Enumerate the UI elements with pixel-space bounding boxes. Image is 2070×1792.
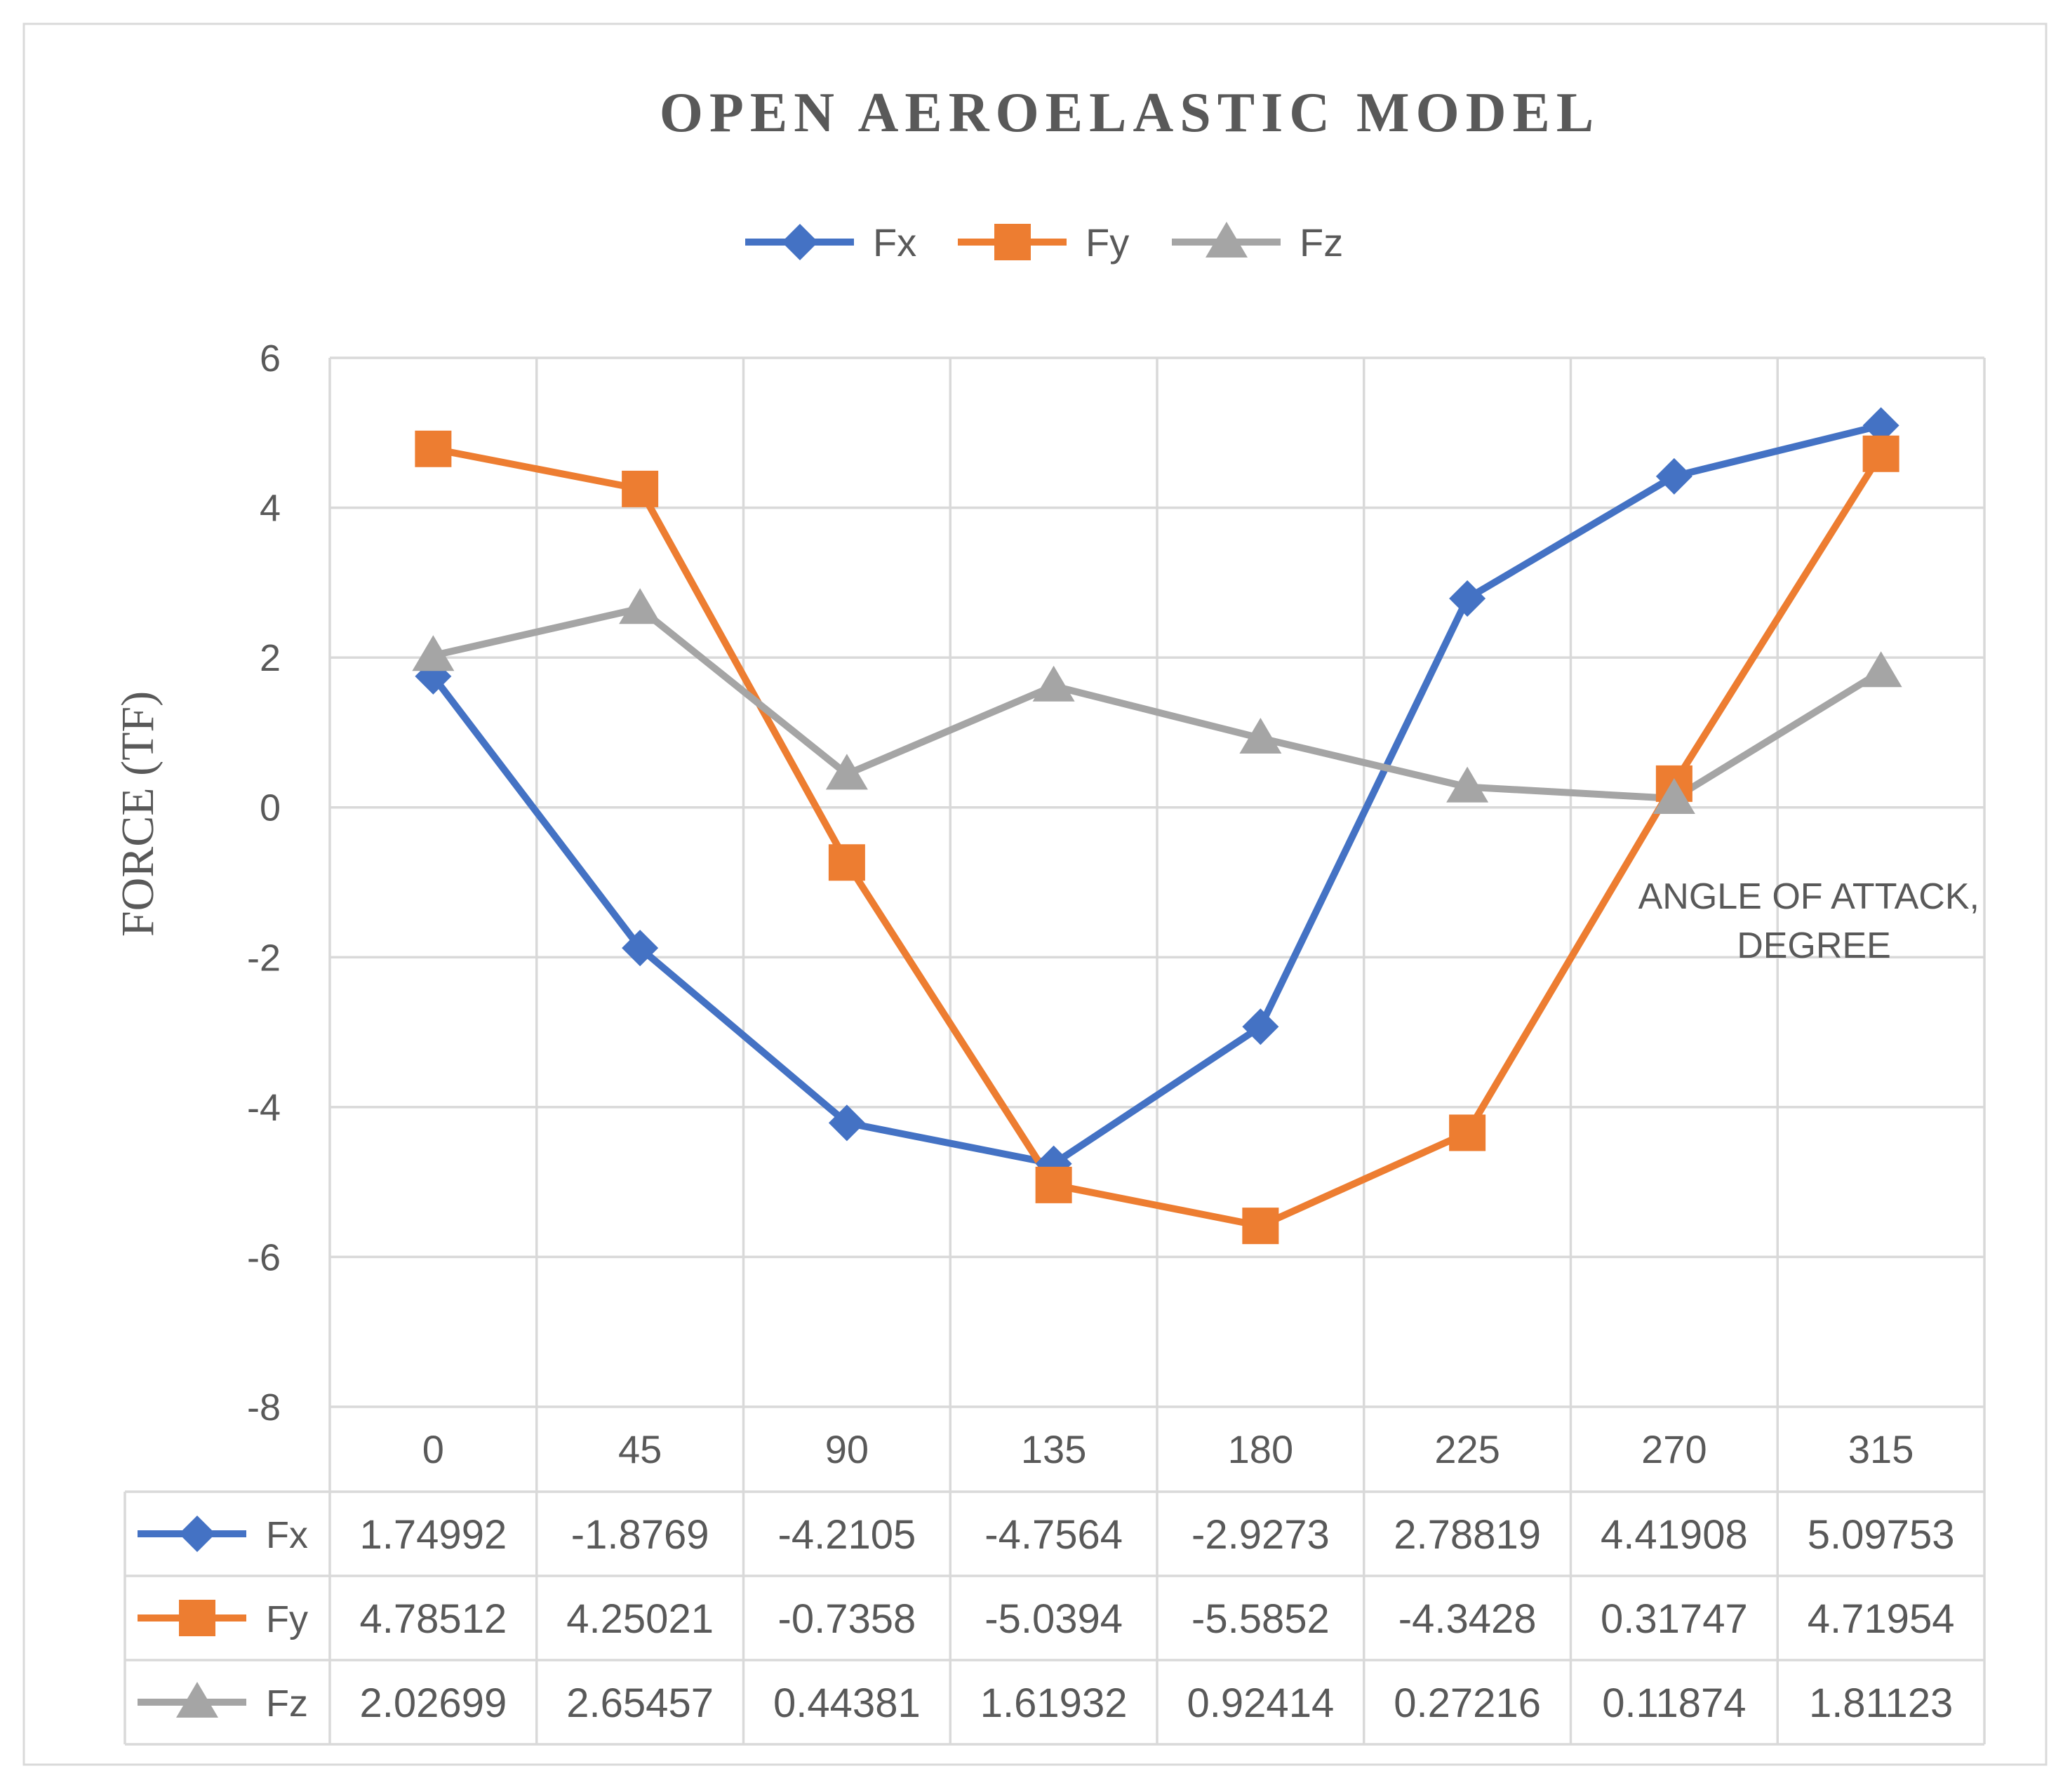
table-cell: -4.3428	[1398, 1596, 1537, 1642]
table-cell: 2.02699	[360, 1680, 507, 1726]
table-cell: -4.2105	[778, 1512, 916, 1558]
x-category-label: 135	[1021, 1427, 1086, 1471]
y-tick-label: -6	[247, 1236, 281, 1278]
table-cell: 4.71954	[1808, 1596, 1955, 1642]
y-tick-label: -4	[247, 1087, 281, 1129]
y-axis-title: FORCE (TF)	[112, 691, 163, 937]
data-point-fx	[828, 1104, 865, 1142]
y-axis-tick-labels: 6 4 2 0 -2 -4 -6 -8	[247, 337, 281, 1429]
data-point-fz	[1859, 651, 1902, 688]
x-category-label: 270	[1641, 1427, 1707, 1471]
y-tick-label: -8	[247, 1386, 281, 1429]
series-line-fy	[429, 445, 1885, 1230]
table-row-header: Fx	[266, 1514, 308, 1556]
y-tick-label: 0	[260, 787, 281, 829]
x-category-label: 315	[1848, 1427, 1914, 1471]
table-cell: 1.81123	[1809, 1680, 1953, 1726]
table-cell: -0.7358	[778, 1596, 916, 1642]
data-point-fy	[1449, 1114, 1486, 1151]
x-category-label: 180	[1228, 1427, 1293, 1471]
y-tick-label: 4	[260, 488, 281, 530]
gridlines	[328, 356, 1986, 1744]
table-cell: -2.9273	[1191, 1512, 1330, 1558]
data-point-fy	[622, 470, 659, 507]
chart-title: OPEN AEROELASTIC MODEL	[660, 82, 1600, 144]
data-table: Fx 1.74992 -1.8769 -4.2105 -4.7564 -2.9273 2.7…	[123, 1490, 1984, 1746]
data-point-fx	[622, 930, 659, 967]
x-axis-title: ANGLE OF ATTACK, DEGREE	[1638, 876, 1990, 966]
table-cell: 4.78512	[360, 1596, 507, 1642]
x-axis-category-labels: 0 45 90 135 180 225 270 315	[422, 1427, 1914, 1471]
x-axis-title-line-2: DEGREE	[1737, 925, 1891, 966]
series-line-fx	[429, 422, 1885, 1168]
legend-marker-fy	[994, 224, 1031, 260]
table-cell: 0.92414	[1187, 1680, 1335, 1726]
data-point-fz	[412, 635, 455, 671]
table-cell: 2.78819	[1394, 1512, 1541, 1558]
data-point-fz	[1446, 766, 1489, 803]
data-point-fx	[1655, 457, 1692, 495]
table-key-marker-fx	[179, 1516, 215, 1552]
data-point-fx	[1242, 1008, 1279, 1045]
data-point-fy	[1035, 1166, 1072, 1203]
data-point-fy	[415, 430, 452, 467]
data-point-fy	[1242, 1208, 1279, 1245]
x-axis-title-line-1: ANGLE OF ATTACK,	[1638, 876, 1979, 917]
legend-marker-fz	[1206, 222, 1248, 258]
data-point-fz	[619, 588, 662, 624]
data-point-fz	[1239, 718, 1282, 754]
table-cell: 1.74992	[360, 1512, 507, 1558]
x-category-label: 225	[1434, 1427, 1500, 1471]
y-tick-label: -2	[247, 937, 281, 979]
table-cell: 4.25021	[566, 1596, 714, 1642]
table-row-header: Fz	[266, 1683, 308, 1725]
table-cell: 0.44381	[773, 1680, 921, 1726]
x-category-label: 90	[825, 1427, 869, 1471]
legend-label-fy: Fy	[1086, 220, 1129, 265]
table-cell: -5.0394	[984, 1596, 1123, 1642]
series-lines	[429, 422, 1885, 1230]
legend-marker-fx	[782, 224, 818, 260]
table-cell: 5.09753	[1808, 1512, 1955, 1558]
data-point-fy	[1862, 435, 1899, 472]
y-tick-label: 2	[260, 637, 281, 679]
data-point-fz	[1652, 778, 1695, 815]
table-cell: 0.11874	[1602, 1680, 1746, 1726]
table-cell: 1.61932	[980, 1680, 1128, 1726]
table-row-header: Fy	[266, 1598, 308, 1640]
chart-border	[22, 22, 2048, 1766]
table-cell: 2.65457	[566, 1680, 714, 1726]
data-point-fz	[825, 754, 868, 790]
data-point-fz	[1032, 665, 1075, 702]
table-cell: -5.5852	[1191, 1596, 1330, 1642]
data-point-fy	[828, 844, 865, 881]
series-markers	[412, 407, 1902, 1245]
data-point-fx	[1449, 580, 1486, 617]
table-cell: -4.7564	[984, 1512, 1123, 1558]
table-key-marker-fy	[179, 1600, 215, 1636]
x-category-label: 0	[422, 1427, 444, 1471]
series-line-fz	[429, 605, 1885, 803]
table-cell: 0.27216	[1394, 1680, 1541, 1726]
y-tick-label: 6	[260, 337, 281, 380]
table-cell: 4.41908	[1601, 1512, 1748, 1558]
table-key-marker-fz	[176, 1682, 218, 1718]
table-cell: 0.31747	[1601, 1596, 1748, 1642]
legend-label-fz: Fz	[1300, 220, 1343, 265]
legend-label-fx: Fx	[873, 220, 916, 265]
legend: Fx Fy Fz	[745, 220, 1343, 265]
x-category-label: 45	[618, 1427, 662, 1471]
table-cell: -1.8769	[571, 1512, 709, 1558]
data-point-fx	[1862, 407, 1899, 444]
